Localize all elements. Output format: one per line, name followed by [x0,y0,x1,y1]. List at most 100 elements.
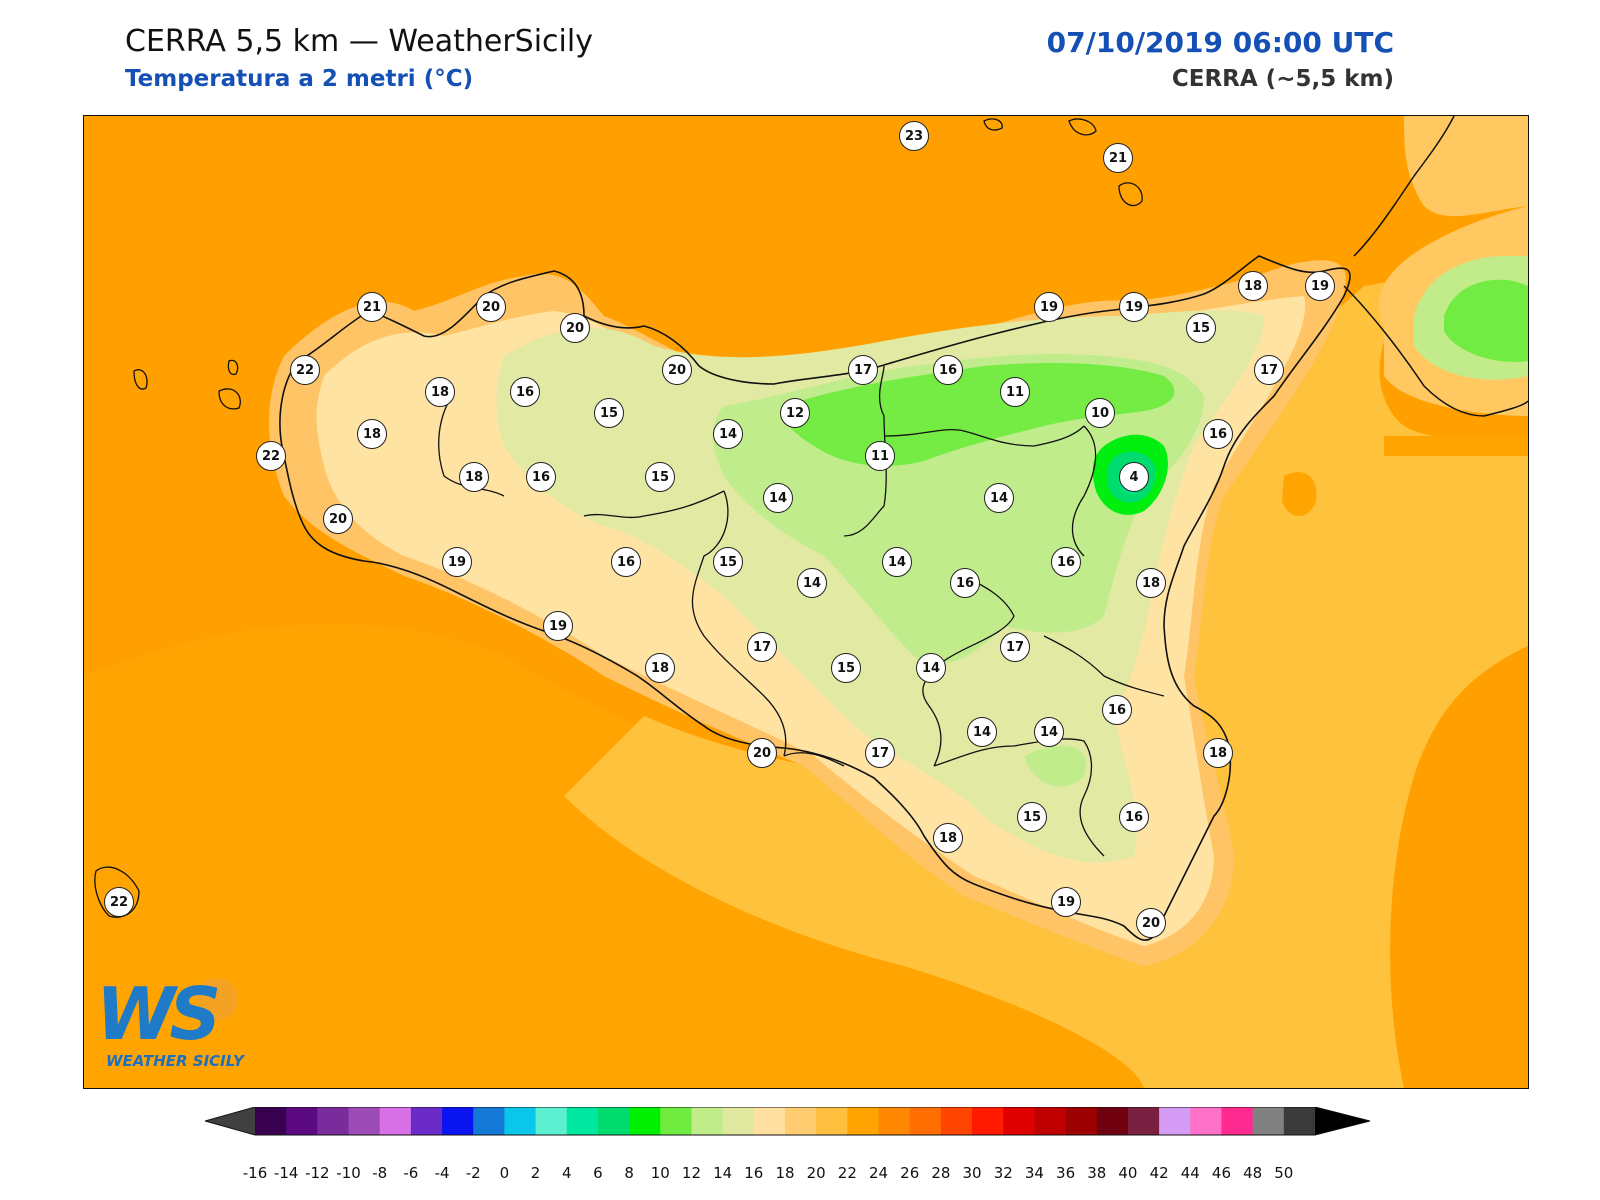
island-egadi-2 [218,388,241,410]
colorbar-swatch [1034,1107,1067,1135]
colorbar-swatch [566,1107,599,1135]
colorbar-tick-label: 10 [650,1164,670,1182]
station-temp-label: 20 [560,313,590,343]
station-temp-label: 19 [1119,292,1149,322]
colorbar-swatch [785,1107,817,1135]
island-egadi-3 [227,359,239,376]
colorbar-swatch [722,1107,755,1135]
colorbar-swatch [1221,1107,1254,1135]
station-temp-label: 14 [797,568,827,598]
station-temp-label: 19 [1051,887,1081,917]
colorbar-swatch [1003,1107,1035,1135]
colorbar-swatch [1096,1107,1129,1135]
colorbar-tick-label: 38 [1087,1164,1107,1182]
colorbar-swatch [1283,1107,1316,1135]
colorbar-tick-label: 42 [1149,1164,1169,1182]
colorbar-tick-label: -12 [305,1164,330,1182]
island-lipari [1068,118,1097,136]
colorbar-tick-label: 24 [868,1164,889,1182]
colorbar-swatch [847,1107,880,1135]
station-temp-label: 15 [645,462,675,492]
colorbar-swatch [1127,1107,1160,1135]
colorbar-swatch [348,1107,381,1135]
colorbar-over-arrow [1315,1107,1370,1135]
colorbar-tick-label: 48 [1243,1164,1263,1182]
colorbar-swatch [878,1107,911,1135]
station-temp-label: 10 [1085,398,1115,428]
colorbar-tick-label: -16 [242,1164,268,1182]
station-temp-label: 20 [476,292,506,322]
model-label: CERRA (~5,5 km) [1171,66,1394,92]
sea-band-northeast-3 [1444,279,1528,362]
colorbar-swatch [816,1107,848,1135]
station-temp-label: 14 [916,653,946,683]
colorbar-tick-label: -14 [273,1164,299,1182]
station-temp-label: 17 [848,355,878,385]
colorbar-tick-label: 18 [775,1164,795,1182]
calabria-coastline [1343,116,1528,417]
colorbar-tick-label: -10 [336,1164,361,1182]
station-temp-label: 16 [1119,802,1149,832]
station-temp-label: 18 [1136,568,1166,598]
station-temp-label: 16 [510,377,540,407]
map-subtitle: Temperatura a 2 metri (°C) [125,66,474,92]
station-temp-label: 15 [831,653,861,683]
weathersicily-logo: WS WEATHER SICILY [96,978,266,1078]
station-temp-label: 18 [933,823,963,853]
station-temp-label: 20 [662,355,692,385]
station-temp-label: 15 [1017,802,1047,832]
land-patch-14-south [1024,745,1086,787]
colorbar-tick-label: 14 [713,1164,733,1182]
station-temp-label: 17 [1000,632,1030,662]
map-title: CERRA 5,5 km — WeatherSicily [125,24,593,59]
station-temp-label: 12 [780,398,810,428]
station-temp-label: 16 [1102,695,1132,725]
station-temp-label: 15 [713,547,743,577]
colorbar-tick-label: 8 [624,1164,634,1182]
station-temp-label: 16 [526,462,556,492]
colorbar-swatch [442,1107,474,1135]
station-temp-label: 14 [1034,717,1064,747]
colorbar-swatch [473,1107,505,1135]
island-egadi-1 [133,369,148,390]
logo-name: WEATHER SICILY [106,1052,244,1070]
colorbar-tick-label: 6 [593,1164,603,1182]
colorbar-swatch [1159,1107,1191,1135]
colorbar-swatch [753,1107,786,1135]
island-salina [983,118,1003,131]
station-temp-label: 16 [933,355,963,385]
colorbar-tick-label: 44 [1180,1164,1200,1182]
colorbar-tick-label: 22 [837,1164,857,1182]
colorbar-tick-label: 50 [1274,1164,1294,1182]
station-temp-label: 14 [763,483,793,513]
colorbar-under-arrow [205,1107,255,1135]
station-temp-label: 18 [357,419,387,449]
station-temp-label: 23 [899,121,929,151]
station-temp-label: 11 [1000,377,1030,407]
colorbar-tick-label: 4 [561,1164,572,1182]
station-temp-label: 20 [1136,908,1166,938]
station-temp-label: 18 [459,462,489,492]
station-temp-label: 19 [442,547,472,577]
station-temp-label: 18 [1238,271,1268,301]
colorbar-swatch [1252,1107,1285,1135]
colorbar-tick-label: 32 [993,1164,1013,1182]
station-temp-label: 16 [950,568,980,598]
sea-patch-22-east [1282,472,1317,516]
station-temp-label: 4 [1119,462,1149,492]
station-temp-label: 22 [104,887,134,917]
colorbar-swatch [255,1107,287,1135]
colorbar-swatch [1190,1107,1222,1135]
colorbar-tick-label: 46 [1211,1164,1232,1182]
colorbar-tick-label: 40 [1118,1164,1138,1182]
colorbar-tick-label: 28 [931,1164,951,1182]
station-temp-label: 11 [865,441,895,471]
colorbar-tick-label: 26 [900,1164,920,1182]
colorbar-tick-label: 34 [1024,1164,1044,1182]
sun-icon [196,978,238,1020]
station-temp-label: 16 [1203,419,1233,449]
colorbar-tick-label: 36 [1056,1164,1076,1182]
station-temp-label: 14 [967,717,997,747]
sea-band-22-east [1384,436,1528,456]
colorbar-swatch [909,1107,942,1135]
